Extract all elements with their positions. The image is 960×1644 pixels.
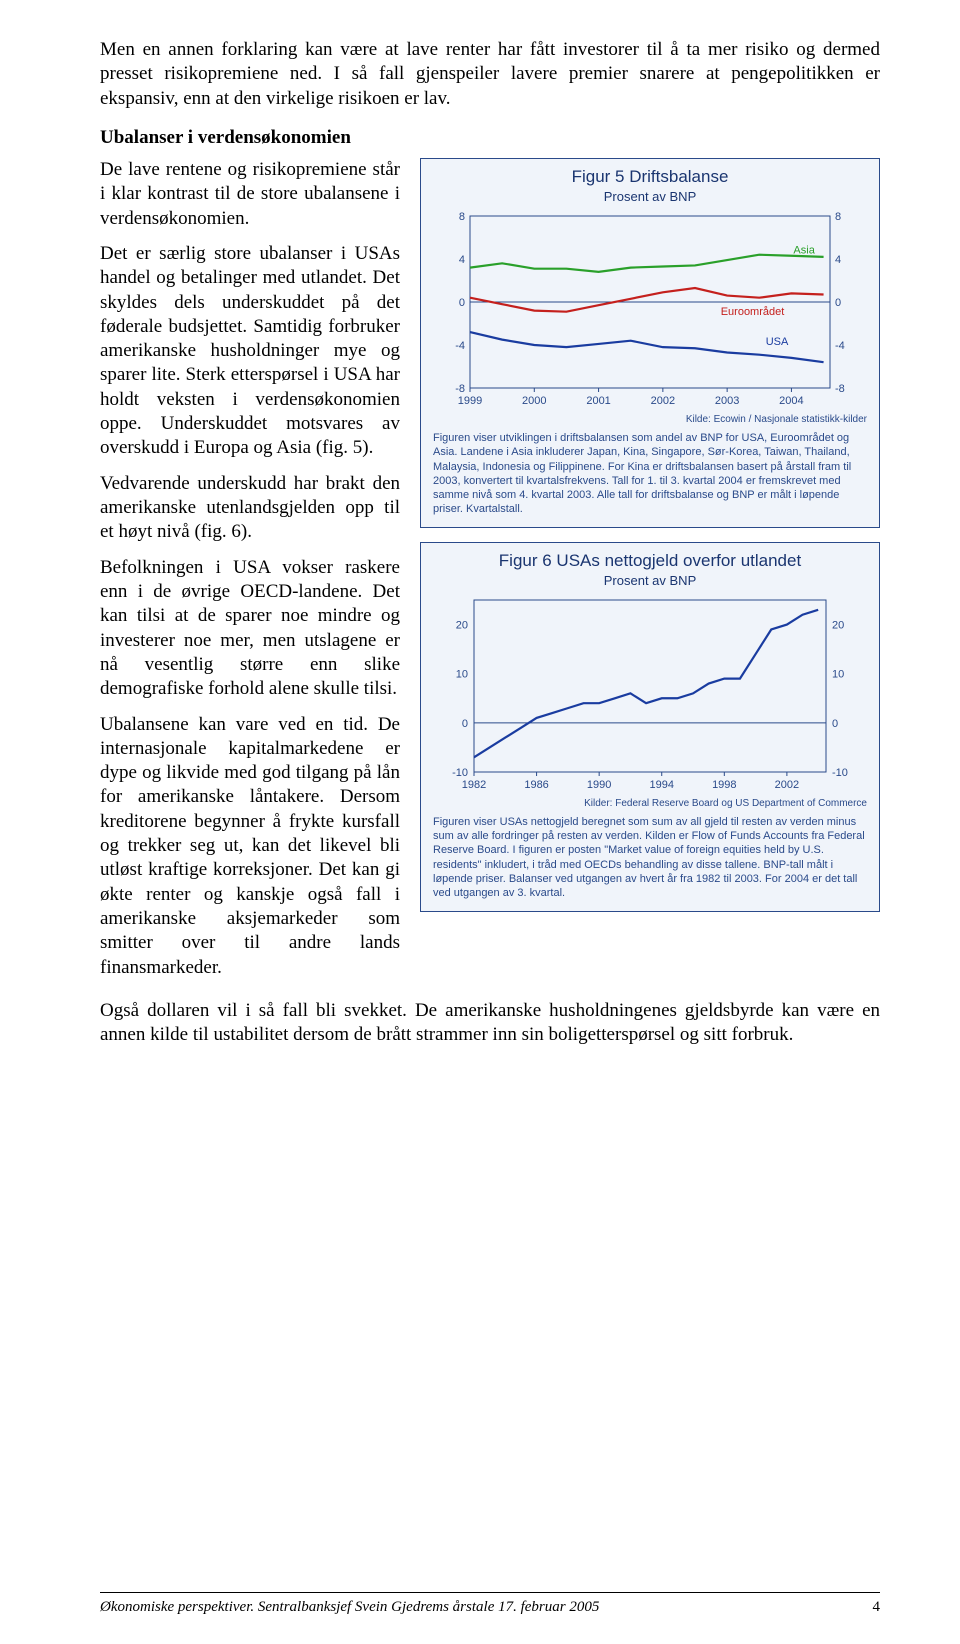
left-column: De lave rentene og risikopremiene står i…: [100, 158, 400, 991]
left-p1: De lave rentene og risikopremiene står i…: [100, 158, 400, 231]
left-p3: Vedvarende underskudd har brakt den amer…: [100, 472, 400, 545]
left-p4: Befolkningen i USA vokser raskere enn i …: [100, 556, 400, 702]
svg-text:0: 0: [462, 718, 468, 730]
intro-paragraph: Men en annen forklaring kan være at lave…: [100, 38, 880, 111]
fig5-source: Kilde: Ecowin / Nasjonale statistikk-kil…: [433, 414, 867, 425]
svg-text:0: 0: [459, 297, 465, 309]
svg-text:USA: USA: [766, 336, 789, 348]
svg-text:0: 0: [835, 297, 841, 309]
svg-text:1998: 1998: [712, 779, 736, 791]
fig6-title: Figur 6 USAs nettogjeld overfor utlandet: [433, 551, 867, 571]
svg-text:2000: 2000: [522, 395, 546, 407]
left-p2: Det er særlig store ubalanser i USAs han…: [100, 242, 400, 461]
svg-text:4: 4: [459, 254, 465, 266]
svg-text:1990: 1990: [587, 779, 611, 791]
fig5-subtitle: Prosent av BNP: [433, 189, 867, 204]
svg-text:10: 10: [456, 668, 468, 680]
svg-text:-8: -8: [835, 383, 845, 395]
figure-5: Figur 5 Driftsbalanse Prosent av BNP -8-…: [420, 158, 880, 528]
fig6-subtitle: Prosent av BNP: [433, 573, 867, 588]
svg-text:1986: 1986: [524, 779, 548, 791]
right-column: Figur 5 Driftsbalanse Prosent av BNP -8-…: [420, 158, 880, 912]
fig5-chart: -8 -8 -4 -4 0 0 4 4 8 8 1999 2000 2001 2002 2003 2004 As…: [440, 210, 860, 410]
svg-text:-10: -10: [452, 767, 468, 779]
svg-text:2002: 2002: [775, 779, 799, 791]
section-heading: Ubalanser i verdensøkonomien: [100, 127, 880, 149]
left-p5: Ubalansene kan vare ved en tid. De inter…: [100, 713, 400, 980]
svg-text:20: 20: [456, 619, 468, 631]
fig5-title: Figur 5 Driftsbalanse: [433, 167, 867, 187]
footer-text: Økonomiske perspektiver. Sentralbanksjef…: [100, 1599, 599, 1616]
two-column-region: De lave rentene og risikopremiene står i…: [100, 158, 880, 991]
fig6-caption: Figuren viser USAs nettogjeld beregnet s…: [433, 815, 867, 901]
svg-text:-10: -10: [832, 767, 848, 779]
svg-text:20: 20: [832, 619, 844, 631]
svg-text:1982: 1982: [462, 779, 486, 791]
page-footer: Økonomiske perspektiver. Sentralbanksjef…: [100, 1592, 880, 1616]
svg-text:2002: 2002: [651, 395, 675, 407]
svg-text:1994: 1994: [649, 779, 673, 791]
closing-paragraph: Også dollaren vil i så fall bli svekket.…: [100, 999, 880, 1048]
figure-6: Figur 6 USAs nettogjeld overfor utlandet…: [420, 542, 880, 912]
svg-text:4: 4: [835, 254, 841, 266]
fig6-chart: -10 -10 0 0 10 10 20 20 1982 1986 1990 1994 1998 2002: [440, 594, 860, 794]
svg-text:-4: -4: [455, 340, 465, 352]
svg-text:10: 10: [832, 668, 844, 680]
svg-text:-4: -4: [835, 340, 845, 352]
fig6-source: Kilder: Federal Reserve Board og US Depa…: [433, 798, 867, 809]
svg-text:-8: -8: [455, 383, 465, 395]
svg-text:2003: 2003: [715, 395, 739, 407]
svg-text:Asia: Asia: [793, 245, 815, 257]
svg-text:1999: 1999: [458, 395, 482, 407]
svg-text:Euroområdet: Euroområdet: [721, 306, 785, 318]
svg-text:8: 8: [835, 211, 841, 223]
footer-page-number: 4: [873, 1599, 881, 1616]
svg-text:2004: 2004: [779, 395, 803, 407]
fig5-caption: Figuren viser utviklingen i driftsbalans…: [433, 431, 867, 517]
svg-text:2001: 2001: [586, 395, 610, 407]
svg-text:8: 8: [459, 211, 465, 223]
svg-text:0: 0: [832, 718, 838, 730]
